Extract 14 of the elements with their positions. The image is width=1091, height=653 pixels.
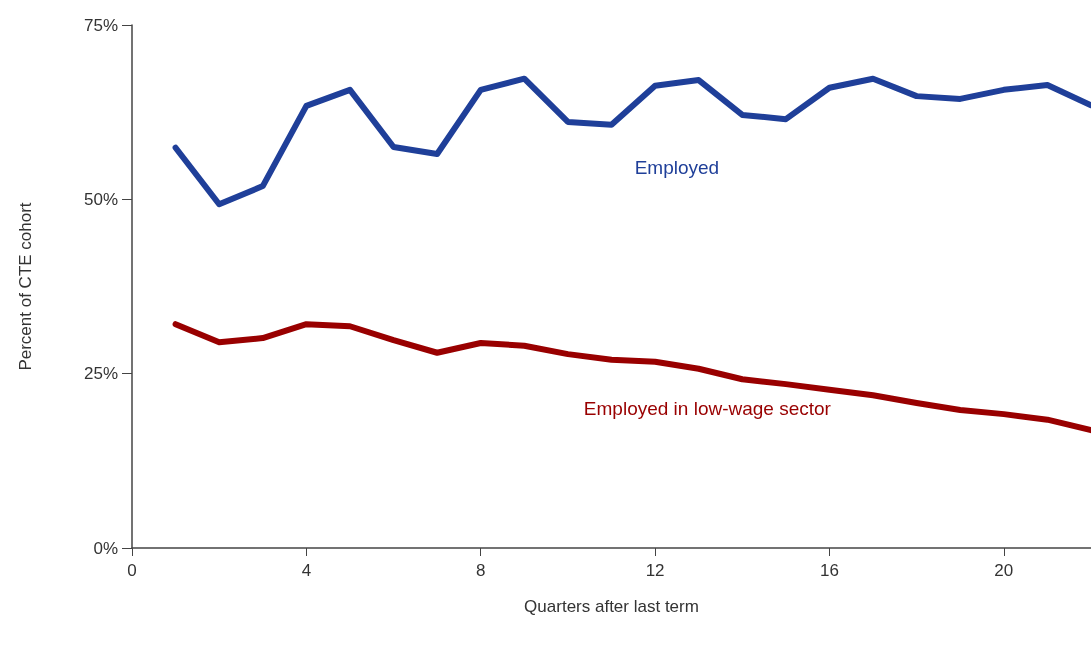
y-tick-label: 25% (83, 364, 118, 384)
x-tick-label: 16 (819, 561, 839, 580)
x-axis-title: Quarters after last term (524, 597, 699, 616)
x-tick-label: 20 (994, 561, 1014, 580)
x-tick-label: 8 (475, 561, 486, 580)
y-tick-label: 50% (83, 189, 118, 209)
y-tick-label: 0% (93, 538, 118, 558)
x-tick-label: 4 (301, 561, 312, 580)
x-tick-label: 0 (127, 561, 137, 580)
x-tick-label: 12 (645, 561, 665, 580)
series-label: Employed in low-wage sector (583, 398, 832, 420)
y-tick-label: 75% (83, 15, 118, 35)
y-axis-title: Percent of CTE cohort (16, 202, 35, 371)
text: Employed (634, 157, 720, 179)
